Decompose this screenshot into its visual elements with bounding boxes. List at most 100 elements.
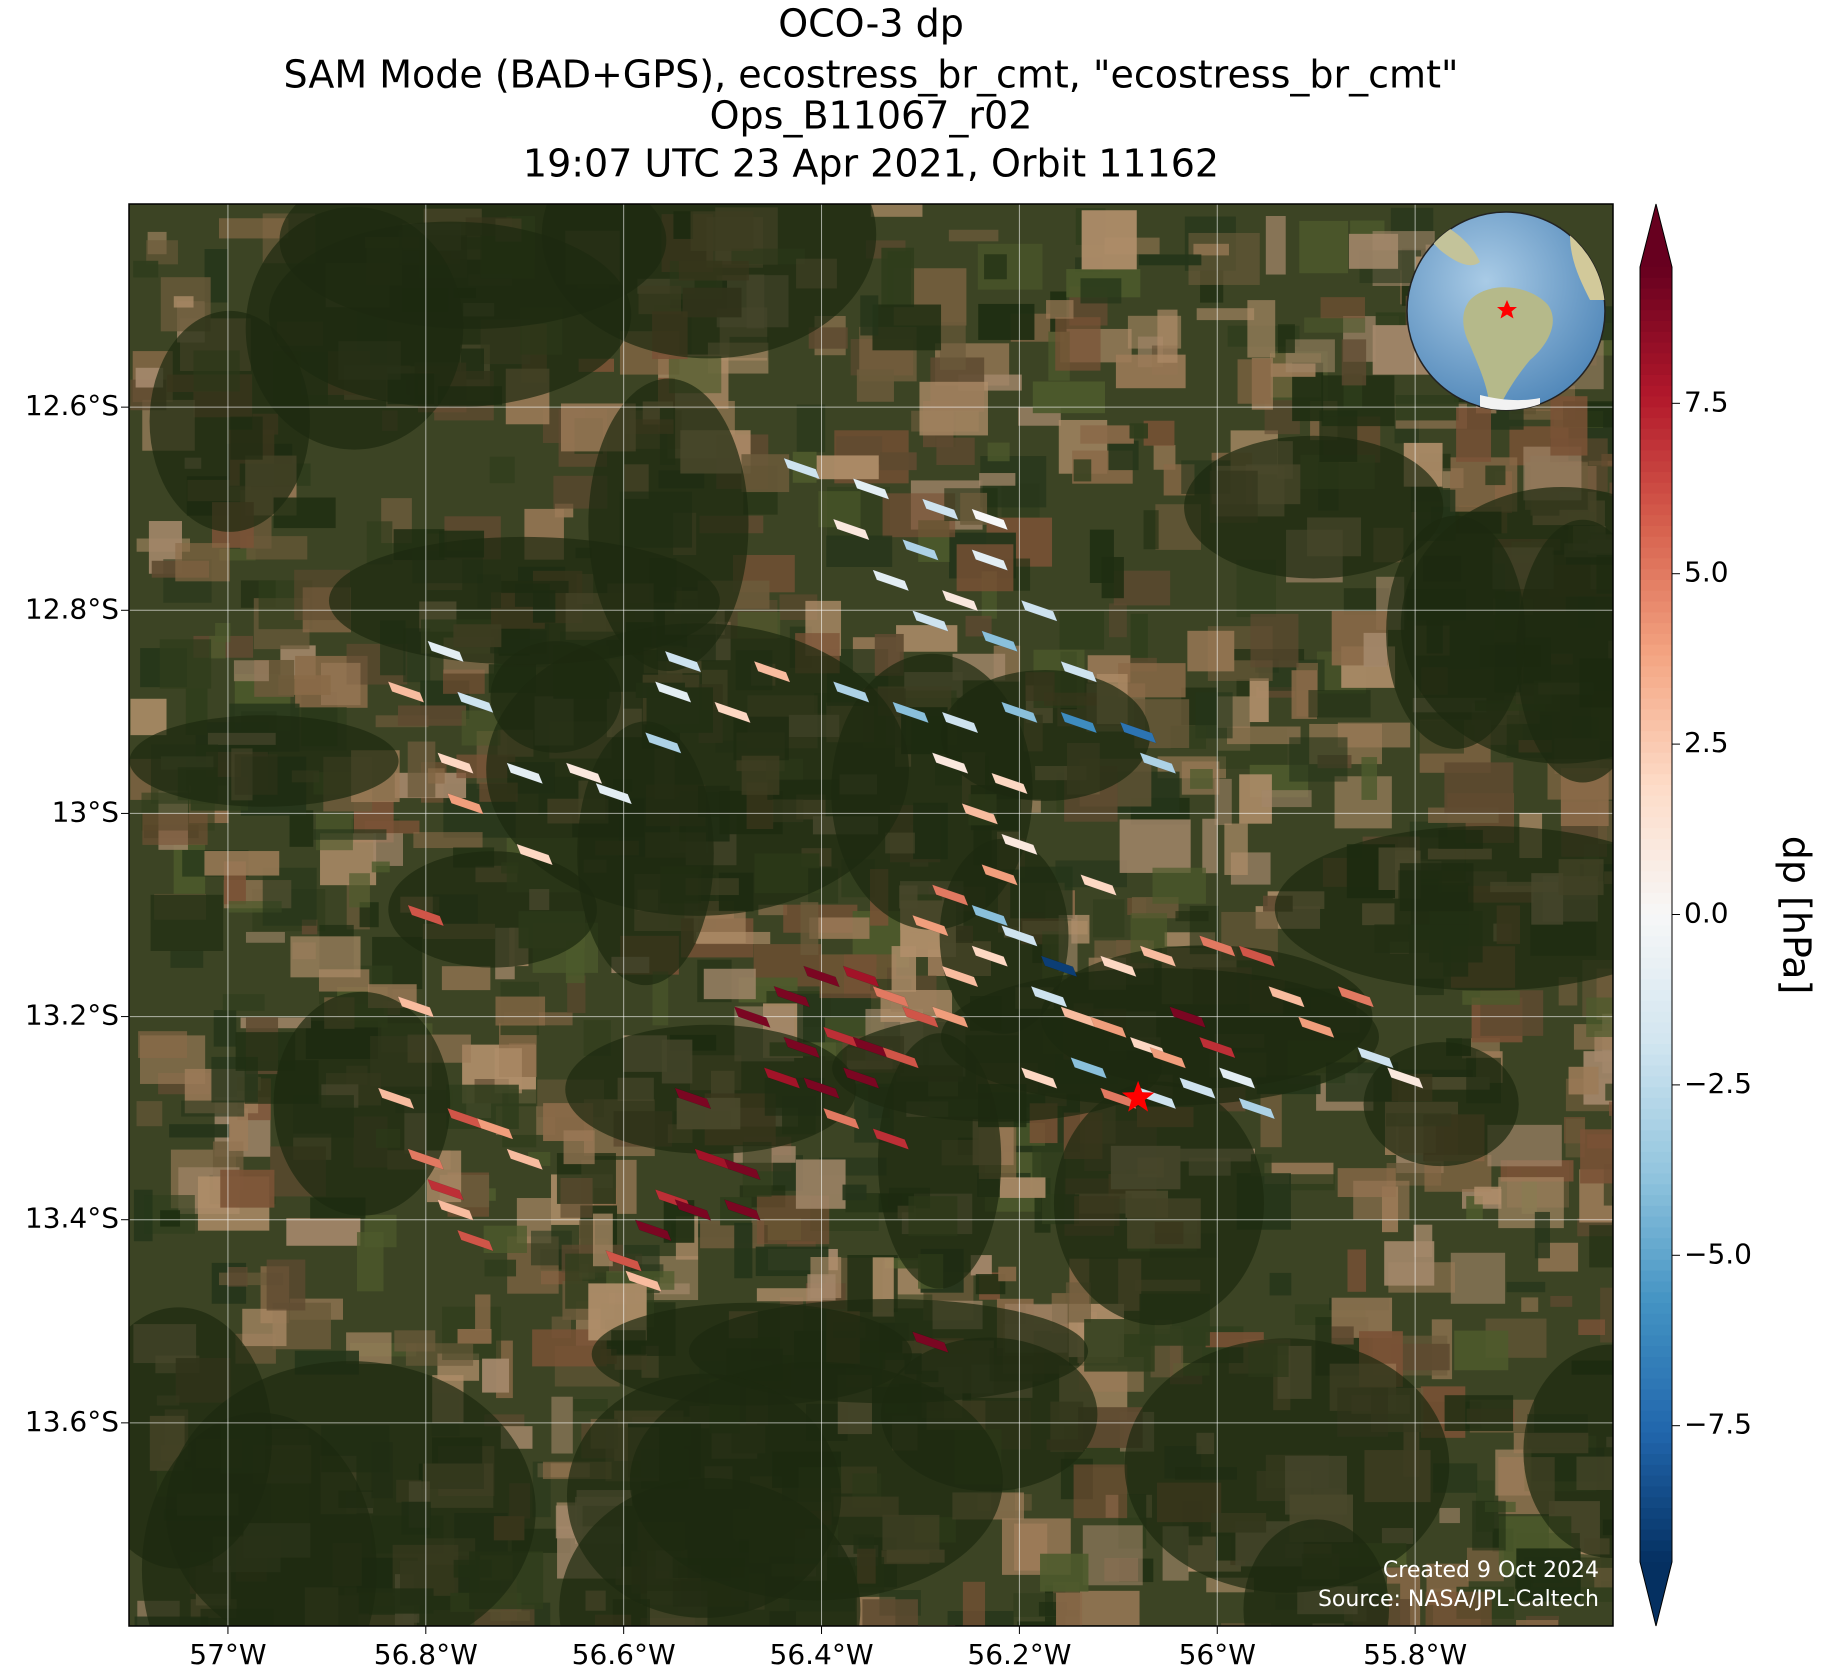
- sounding: [437, 1199, 474, 1221]
- sounding: [1386, 1067, 1424, 1089]
- terrain-patch: [879, 452, 917, 471]
- forest-patch: [1124, 1338, 1450, 1593]
- y-tick-label: 13.6°S: [25, 1405, 119, 1438]
- terrain-patch: [800, 902, 819, 955]
- colorbar-tick-label: 5.0: [1684, 556, 1729, 589]
- colorbar-step: [1640, 1443, 1672, 1455]
- colorbar-step: [1640, 655, 1672, 667]
- colorbar-step: [1640, 936, 1672, 948]
- sounding: [437, 752, 474, 775]
- forest-patch: [877, 1033, 1002, 1289]
- terrain-patch: [475, 1294, 491, 1331]
- sounding: [1099, 955, 1137, 978]
- terrain-patch: [1472, 1500, 1506, 1551]
- colorbar-step: [1640, 1281, 1672, 1293]
- colorbar-step: [1640, 785, 1672, 797]
- terrain-patch: [1534, 1211, 1550, 1259]
- colorbar-step: [1640, 418, 1672, 430]
- sounding: [427, 1178, 465, 1201]
- terrain-patch: [1304, 317, 1366, 333]
- terrain-patch: [816, 455, 879, 480]
- sounding: [723, 1199, 761, 1221]
- colorbar-step: [1640, 504, 1672, 516]
- y-tick-label: 12.6°S: [25, 389, 119, 422]
- colorbar-step: [1640, 687, 1672, 700]
- colorbar-step: [1640, 741, 1672, 754]
- terrain-patch: [1353, 1180, 1410, 1220]
- colorbar-step: [1640, 633, 1672, 646]
- terrain-patch: [1250, 613, 1299, 668]
- south-america: [1463, 287, 1553, 410]
- terrain-patch: [1565, 1118, 1585, 1158]
- colorbar-step: [1640, 1141, 1672, 1153]
- terrain-patch: [349, 873, 370, 908]
- sounding: [1149, 1046, 1187, 1069]
- sounding: [506, 762, 544, 785]
- sounding: [892, 701, 930, 724]
- terrain-patch: [936, 437, 975, 465]
- satellite-imagery: [129, 204, 1613, 1626]
- colorbar-step: [1640, 1033, 1672, 1045]
- colorbar-step: [1640, 1044, 1672, 1056]
- sounding: [981, 863, 1019, 886]
- credit: Source: NASA/JPL-Caltech: [1318, 1587, 1599, 1612]
- colorbar-step: [1640, 1529, 1672, 1542]
- colorbar-step: [1640, 1454, 1672, 1466]
- terrain-patch: [1568, 1066, 1599, 1095]
- sounding: [872, 985, 910, 1008]
- colorbar-step: [1640, 547, 1672, 559]
- x-tick-label: 55.8°W: [1363, 1638, 1467, 1671]
- terrain-patch: [1046, 300, 1074, 319]
- colorbar-step: [1640, 461, 1672, 473]
- colorbar-step: [1640, 1162, 1672, 1175]
- sounding: [1297, 1016, 1335, 1039]
- sounding: [832, 518, 870, 541]
- terrain-patch: [413, 832, 483, 849]
- terrain-patch: [999, 1177, 1046, 1198]
- terrain-patch: [1516, 1620, 1559, 1626]
- y-tick-label: 13.2°S: [25, 999, 119, 1032]
- terrain-patch: [246, 536, 308, 560]
- africa: [1570, 235, 1605, 300]
- title-line: SAM Mode (BAD+GPS), ecostress_br_cmt, "e…: [284, 53, 1459, 97]
- forest-patch: [388, 851, 597, 968]
- terrain-patch: [1605, 1083, 1613, 1101]
- terrain-patch: [1444, 1395, 1514, 1431]
- terrain-patch: [703, 968, 756, 1000]
- terrain-patch: [213, 1010, 237, 1047]
- terrain-patch: [1462, 990, 1520, 1005]
- colorbar-step: [1640, 1303, 1672, 1315]
- x-tick-label: 57°W: [189, 1638, 266, 1671]
- colorbar-step: [1640, 1432, 1672, 1444]
- colorbar-step: [1640, 450, 1672, 462]
- terrain-patch: [978, 303, 1035, 340]
- forest-patch: [1053, 1081, 1264, 1326]
- terrain-patch: [245, 931, 285, 943]
- terrain-patch: [1247, 300, 1276, 358]
- sounding: [902, 1006, 939, 1028]
- sounding: [476, 1117, 514, 1140]
- colorbar-step: [1640, 1195, 1672, 1207]
- terrain-patch: [652, 971, 669, 1026]
- sounding: [882, 1046, 920, 1069]
- colorbar-step: [1640, 439, 1672, 452]
- terrain-patch: [1059, 611, 1105, 650]
- sounding: [723, 1158, 761, 1181]
- terrain-patch: [1384, 1241, 1435, 1286]
- terrain-patch: [204, 851, 280, 876]
- sounding: [783, 457, 821, 480]
- sounding: [644, 731, 682, 754]
- colorbar-step: [1640, 612, 1672, 624]
- terrain-patch: [979, 473, 1016, 486]
- terrain-patch: [1129, 423, 1148, 439]
- colorbar-step: [1640, 1022, 1672, 1034]
- terrain-patch: [136, 1101, 163, 1127]
- colorbar-step: [1640, 601, 1672, 613]
- colorbar-step: [1640, 579, 1672, 592]
- terrain-patch: [227, 1267, 248, 1287]
- sounding: [971, 945, 1009, 968]
- forest-patch: [1516, 519, 1613, 783]
- colorbar-tick-label: −7.5: [1684, 1408, 1752, 1441]
- terrain-patch: [887, 251, 911, 306]
- colorbar-tick-label: −2.5: [1684, 1067, 1752, 1100]
